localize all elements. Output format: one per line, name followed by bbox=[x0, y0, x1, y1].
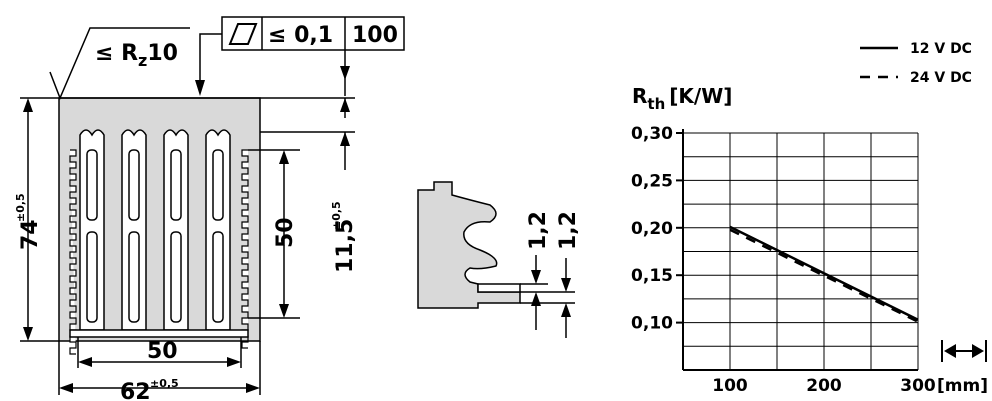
x-length-arrow bbox=[941, 340, 987, 362]
dim-height bbox=[20, 98, 59, 342]
dim-offset bbox=[260, 98, 355, 170]
offset-label-group: 11,5 ±0,5 bbox=[330, 201, 358, 273]
width-label: 62 bbox=[120, 380, 151, 401]
heatsink-channels bbox=[69, 129, 249, 338]
y-tick-label: 0,20 bbox=[631, 219, 673, 239]
height-label: 74 bbox=[18, 219, 43, 250]
y-tick-label: 0,10 bbox=[631, 314, 673, 334]
right-fin-comb bbox=[241, 149, 249, 349]
offset-label: 11,5 bbox=[333, 219, 358, 273]
series-line-12-v-dc bbox=[729, 225, 919, 321]
fin-span-label: 50 bbox=[147, 339, 178, 364]
dim-fin-height bbox=[248, 149, 300, 319]
detail-label-b-group: 1,2 bbox=[556, 211, 581, 250]
detail-view bbox=[417, 181, 575, 338]
height-tolerance: ±0,5 bbox=[14, 193, 27, 222]
y-tick-label: 0,15 bbox=[631, 266, 673, 286]
flatness-length: 100 bbox=[352, 23, 398, 48]
dim-width bbox=[58, 341, 261, 395]
detail-label-a-group: 1,2 bbox=[526, 211, 551, 250]
detail-plate bbox=[477, 283, 521, 293]
fin-height-label-group: 50 bbox=[273, 217, 298, 248]
chart-grid bbox=[682, 129, 919, 371]
left-fin-comb bbox=[69, 149, 77, 355]
legend-label: 12 V DC bbox=[910, 41, 972, 57]
rth-chart: 0,10 0,15 0,20 0,25 0,30 100 200 300 Rth [K/W] [… bbox=[631, 41, 988, 396]
detail-profile bbox=[417, 181, 521, 309]
y-tick-label: 0,30 bbox=[631, 124, 673, 144]
flatness-value: ≤ 0,1 bbox=[268, 23, 333, 48]
detail-dim-b: 1,2 bbox=[556, 211, 581, 250]
chart-legend: 12 V DC 24 V DC bbox=[860, 41, 972, 86]
roughness-label: ≤ Rz10 bbox=[95, 41, 178, 70]
height-label-group: 74 ±0,5 bbox=[14, 193, 43, 250]
dim-fin-span bbox=[77, 337, 242, 368]
chart-ylabel: Rth [K/W] bbox=[632, 84, 732, 113]
width-tolerance: ±0,5 bbox=[150, 377, 179, 390]
chart-xlabel: [mm] bbox=[937, 376, 988, 396]
x-tick-label: 200 bbox=[806, 376, 842, 396]
fin-height-label: 50 bbox=[273, 217, 298, 248]
heatsink-view bbox=[20, 16, 405, 395]
detail-dim-a: 1,2 bbox=[526, 211, 551, 250]
chart-series bbox=[729, 225, 919, 323]
chart-ticks: 0,10 0,15 0,20 0,25 0,30 100 200 300 bbox=[631, 124, 936, 396]
x-tick-label: 300 bbox=[900, 376, 936, 396]
y-tick-label: 0,25 bbox=[631, 171, 673, 191]
roughness-symbol bbox=[49, 27, 190, 100]
legend-label: 24 V DC bbox=[910, 70, 972, 86]
x-tick-label: 100 bbox=[712, 376, 748, 396]
flatness-frame bbox=[195, 16, 405, 96]
offset-tolerance: ±0,5 bbox=[330, 201, 343, 230]
